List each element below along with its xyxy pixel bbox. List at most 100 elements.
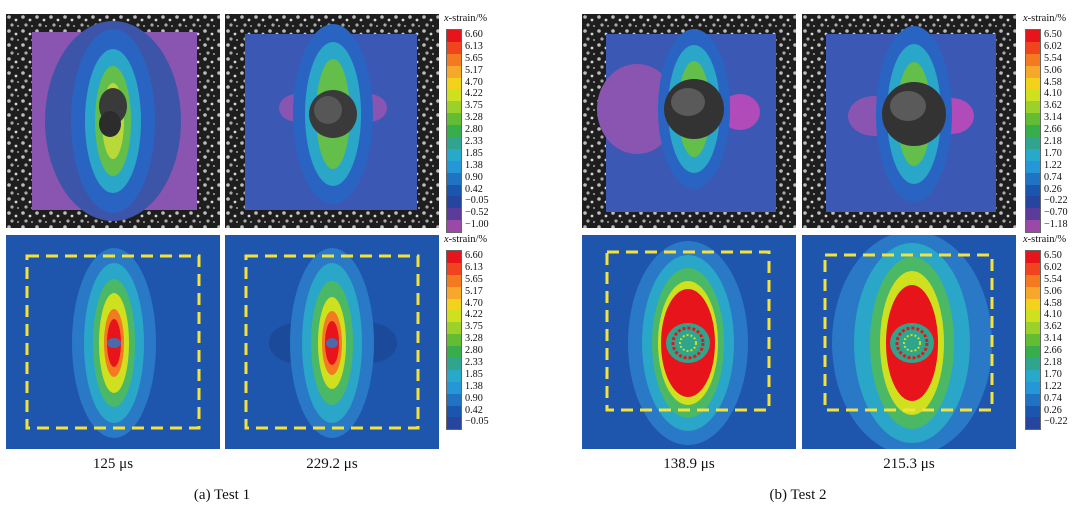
colorbar-tick-label: 4.10 bbox=[1044, 88, 1062, 100]
colorbar-tick-label: 2.66 bbox=[1044, 345, 1062, 357]
colorbar-tick-label: −0.52 bbox=[465, 207, 489, 219]
colorbar-tick-label: 6.50 bbox=[1044, 250, 1062, 261]
colorbar-swatch bbox=[1026, 148, 1040, 161]
colorbar-tick-label: 6.13 bbox=[465, 40, 483, 52]
colorbar-tick-label: 5.65 bbox=[465, 273, 483, 285]
colorbar-tick-label: 2.80 bbox=[465, 345, 483, 357]
sim-panel-test2-t1 bbox=[582, 235, 796, 449]
colorbar-tick-label: 2.33 bbox=[465, 357, 483, 369]
colorbar-ticks: 6.50 6.02 5.54 5.06 4.58 4.10 3.62 3.14 2.66 2.18… bbox=[1044, 29, 1068, 231]
colorbar-swatch bbox=[1026, 393, 1040, 406]
colorbar-tick-label: 3.75 bbox=[465, 100, 483, 112]
colorbar-swatch bbox=[1026, 137, 1040, 149]
colorbar-tick-label: 5.17 bbox=[465, 64, 483, 76]
colorbar-title: x-strain/% bbox=[1023, 13, 1067, 24]
colorbar-swatch bbox=[1026, 208, 1040, 221]
colorbar-tick-label: −0.22 bbox=[1044, 195, 1068, 207]
colorbar-swatch bbox=[447, 334, 461, 347]
colorbar-tick-label: 6.50 bbox=[1044, 29, 1062, 40]
colorbar-swatch bbox=[447, 172, 461, 185]
colorbar-tick-label: 3.62 bbox=[1044, 321, 1062, 333]
colorbar-swatch bbox=[1026, 113, 1040, 126]
colorbar-tick-label: 1.85 bbox=[465, 368, 483, 380]
colorbar-swatches bbox=[446, 29, 462, 234]
colorbar-tick-label: 1.38 bbox=[465, 159, 483, 171]
time-label: 138.9 μs bbox=[663, 456, 715, 472]
colorbar-swatch bbox=[1026, 346, 1040, 359]
colorbar-test2-dic: x-strain/% 6.50 6.02 5.54 5.06 4.58 4.10 3.62 3… bbox=[1023, 13, 1080, 234]
colorbar-tick-label: 0.26 bbox=[1044, 404, 1062, 416]
colorbar-swatch bbox=[1026, 196, 1040, 209]
colorbar-tick-label: 0.74 bbox=[1044, 171, 1062, 183]
colorbar-swatch bbox=[447, 220, 461, 233]
colorbar-swatch bbox=[1026, 220, 1040, 233]
colorbar-tick-label: 0.90 bbox=[465, 392, 483, 404]
colorbar-swatch bbox=[447, 41, 461, 54]
colorbar-swatch bbox=[447, 148, 461, 161]
colorbar-test1-sim: x-strain/% 6.60 6.13 5.65 5.17 4.70 4.22 3.75 3… bbox=[444, 234, 516, 431]
colorbar-swatches bbox=[446, 250, 462, 431]
colorbar-tick-label: 0.74 bbox=[1044, 392, 1062, 404]
colorbar-swatch bbox=[1026, 334, 1040, 347]
dic-panel-test2-t1 bbox=[582, 14, 796, 228]
colorbar-tick-label: 5.17 bbox=[465, 285, 483, 297]
colorbar-swatch bbox=[1026, 41, 1040, 54]
colorbar-tick-label: 3.28 bbox=[465, 112, 483, 124]
colorbar-tick-label: 3.14 bbox=[1044, 333, 1062, 345]
colorbar-tick-label: 4.22 bbox=[465, 88, 483, 100]
colorbar-tick-label: 2.66 bbox=[1044, 124, 1062, 136]
colorbar-tick-label: 0.26 bbox=[1044, 183, 1062, 195]
colorbar-swatch bbox=[1026, 251, 1040, 263]
colorbar-swatch bbox=[1026, 369, 1040, 382]
colorbar-tick-label: 4.70 bbox=[465, 297, 483, 309]
colorbar-swatch bbox=[447, 65, 461, 78]
colorbar-swatch bbox=[1026, 286, 1040, 299]
colorbar-swatch bbox=[1026, 358, 1040, 370]
colorbar-tick-label: 1.38 bbox=[465, 380, 483, 392]
time-label: 229.2 μs bbox=[306, 456, 358, 472]
colorbar-swatch bbox=[447, 358, 461, 370]
colorbar-swatch bbox=[447, 77, 461, 90]
colorbar-swatch bbox=[1026, 89, 1040, 102]
colorbar-tick-label: 0.42 bbox=[465, 183, 483, 195]
colorbar-tick-label: 1.22 bbox=[1044, 159, 1062, 171]
colorbar-swatch bbox=[1026, 262, 1040, 275]
dic-panel-test1-t1 bbox=[6, 14, 220, 228]
colorbar-title: x-strain/% bbox=[1023, 234, 1067, 245]
colorbar-swatch bbox=[1026, 65, 1040, 78]
colorbar-tick-label: 1.70 bbox=[1044, 368, 1062, 380]
colorbar-tick-label: 2.33 bbox=[465, 136, 483, 148]
colorbar-tick-label: 5.54 bbox=[1044, 273, 1062, 285]
colorbar-swatch bbox=[447, 369, 461, 382]
colorbar-swatch bbox=[447, 286, 461, 299]
colorbar-tick-label: 2.18 bbox=[1044, 136, 1062, 148]
colorbar-swatch bbox=[447, 160, 461, 173]
dic-panel-test2-t2 bbox=[802, 14, 1016, 228]
colorbar-tick-label: 4.58 bbox=[1044, 297, 1062, 309]
colorbar-tick-label: 3.28 bbox=[465, 333, 483, 345]
colorbar-swatch bbox=[1026, 322, 1040, 335]
colorbar-swatch bbox=[1026, 298, 1040, 311]
colorbar-swatch bbox=[447, 53, 461, 66]
colorbar-swatch bbox=[1026, 381, 1040, 394]
colorbar-swatch bbox=[1026, 172, 1040, 185]
colorbar-tick-label: 4.22 bbox=[465, 309, 483, 321]
colorbar-tick-label: 5.54 bbox=[1044, 52, 1062, 64]
colorbar-swatch bbox=[1026, 160, 1040, 173]
colorbar-ticks: 6.60 6.13 5.65 5.17 4.70 4.22 3.75 3.28 2.80 2.33… bbox=[465, 250, 489, 428]
colorbar-swatch bbox=[1026, 125, 1040, 138]
colorbar-swatch bbox=[447, 101, 461, 114]
colorbar-tick-label: 6.02 bbox=[1044, 40, 1062, 52]
colorbar-tick-label: 2.80 bbox=[465, 124, 483, 136]
colorbar-swatch bbox=[447, 137, 461, 149]
sim-panel-test2-t2 bbox=[802, 235, 1016, 449]
colorbar-swatch bbox=[447, 208, 461, 221]
colorbar-tick-label: 2.18 bbox=[1044, 357, 1062, 369]
sim-panel-test1-t2 bbox=[225, 235, 439, 449]
colorbar-tick-label: 1.22 bbox=[1044, 380, 1062, 392]
colorbar-swatch bbox=[1026, 30, 1040, 42]
colorbar-title: x-strain/% bbox=[444, 234, 488, 245]
colorbar-swatch bbox=[447, 381, 461, 394]
colorbar-tick-label: −1.18 bbox=[1044, 219, 1068, 231]
colorbar-swatch bbox=[1026, 53, 1040, 66]
